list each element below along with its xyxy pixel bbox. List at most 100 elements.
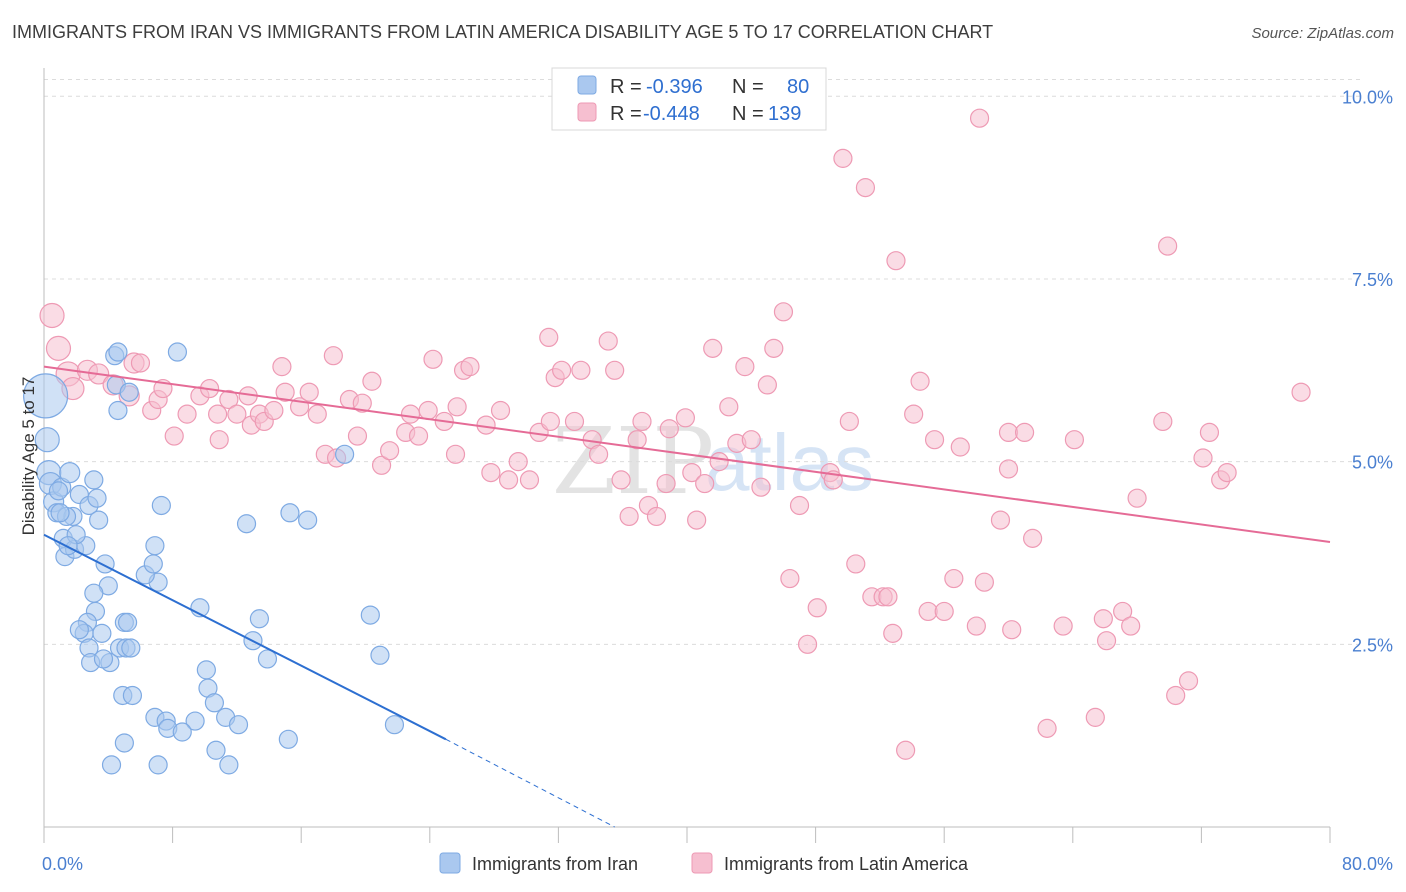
latam-point [944,568,964,589]
latam-point [275,382,295,402]
legend-swatch-iran [577,75,597,95]
latam-point [998,422,1019,443]
latam-point [904,404,924,424]
iran-point [185,711,205,731]
latam-point [371,455,392,475]
latam-point [347,426,368,446]
latam-point [481,462,501,483]
latam-point [130,353,151,373]
iran-point [93,649,114,669]
legend-latam-n-label: N = [732,103,769,125]
iran-point [145,536,165,556]
latam-point [934,601,954,622]
latam-point [571,360,591,380]
latam-point [423,349,443,369]
correlation-legend: R = -0.396 N = 80 R = -0.448 N = 139 [551,67,827,131]
iran-point [92,623,112,643]
legend-latam-r-value: -0.448 [643,103,700,125]
latam-point [751,477,771,497]
latam-point [272,357,292,377]
iran-point [95,554,115,574]
iran-point [148,755,168,775]
latam-point [910,371,930,391]
iran-point [167,342,188,362]
latam-point [807,598,827,618]
latam-point [323,346,343,366]
latam-point [735,357,755,377]
iran-point [84,470,104,490]
latam-point [883,623,903,643]
latam-point [540,411,560,432]
iran-point [87,488,107,508]
latam-point [362,371,382,391]
iran-point [384,715,405,735]
latam-point [380,441,400,461]
iran-point [249,609,270,629]
iran-point [89,510,109,530]
latam-point [1158,236,1178,256]
latam-point [924,430,945,450]
y-tick-label: 2.5% [1352,635,1393,655]
trend-lines [43,365,1331,828]
iran-point [228,715,249,735]
latam-point [209,430,229,450]
iran-point [122,685,143,706]
iran-point [23,373,69,419]
latam-point [227,404,247,424]
latam-point [695,473,715,494]
latam-point [1053,616,1073,636]
latam-point [1193,448,1213,468]
latam-point [299,382,319,402]
x-tick-label-min: 0.0% [42,854,83,874]
latam-point [757,375,777,395]
latam-point [789,495,810,516]
iran-point [84,583,104,603]
legend-iran-n-value: 80 [787,76,809,98]
iran-point [151,495,171,516]
latam-point [950,437,970,457]
latam-point [1096,631,1117,651]
latam-point [886,251,906,271]
latam-point [45,335,72,361]
latam-point [307,404,327,424]
latam-point [1002,620,1022,640]
latam-point [709,452,729,472]
latam-point [682,462,702,483]
latam-point [39,302,65,329]
iran-point [236,514,257,534]
legend-iran-n-label: N = [732,76,769,98]
latam-point [1093,609,1113,629]
latam-point [918,601,938,622]
latam-point [445,444,466,464]
iran-point [204,693,224,713]
latam-point [998,459,1019,479]
latam-point [1178,671,1199,691]
iran-point [114,733,134,753]
iran-point [360,605,380,625]
latam-point [539,327,559,348]
latam-point [164,426,184,446]
latam-point [966,616,986,636]
legend-iran-r-label: R = [610,76,647,98]
latam-point [846,554,866,574]
iran-point [196,660,216,680]
latam-point [1085,707,1105,727]
latam-point [969,108,990,128]
latam-point [508,452,528,472]
y-axis-label: Disability Age 5 to 17 [19,377,38,536]
iran-point [108,342,128,362]
iran-series-points [23,342,405,775]
latam-point [564,411,585,432]
chart-title: IMMIGRANTS FROM IRAN VS IMMIGRANTS FROM … [12,22,993,42]
latam-point [773,302,794,322]
latam-point [1064,430,1085,450]
x-tick-label-max: 80.0% [1342,854,1393,874]
latam-point [833,148,853,168]
latam-point [460,357,480,377]
latam-point [687,510,707,530]
legend-bottom-label-latam: Immigrants from Latin America [724,854,969,874]
latam-point [177,404,197,424]
latam-point [627,430,647,450]
